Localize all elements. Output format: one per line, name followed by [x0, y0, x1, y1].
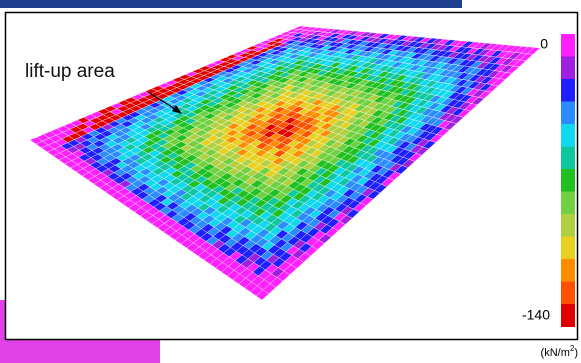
colorbar — [561, 34, 575, 327]
units-exponent: 2 — [570, 344, 575, 353]
units-base: (kN/m — [541, 347, 570, 359]
colorbar-step — [561, 79, 575, 102]
header-bar — [0, 0, 462, 8]
contour-plate — [29, 25, 541, 301]
colorbar-max-label: 0 — [540, 36, 548, 52]
colorbar-step — [561, 169, 575, 192]
units: (kN/m2) — [541, 344, 578, 359]
colorbar-step — [561, 146, 575, 170]
mesh-cell — [526, 47, 541, 55]
colorbar-step — [561, 304, 575, 327]
colorbar-step — [561, 56, 575, 80]
colorbar-step — [561, 214, 575, 237]
colorbar-step — [561, 101, 575, 125]
colorbar-step — [561, 281, 575, 305]
arrow-head — [172, 105, 182, 114]
units-close: ) — [574, 347, 578, 359]
colorbar-step — [561, 34, 575, 57]
colorbar-step — [561, 259, 575, 282]
colorbar-min-label: -140 — [522, 307, 550, 323]
annotation: lift-up area — [25, 61, 115, 82]
colorbar-step — [561, 191, 575, 215]
colorbar-step — [561, 124, 575, 147]
colorbar-step — [561, 236, 575, 260]
